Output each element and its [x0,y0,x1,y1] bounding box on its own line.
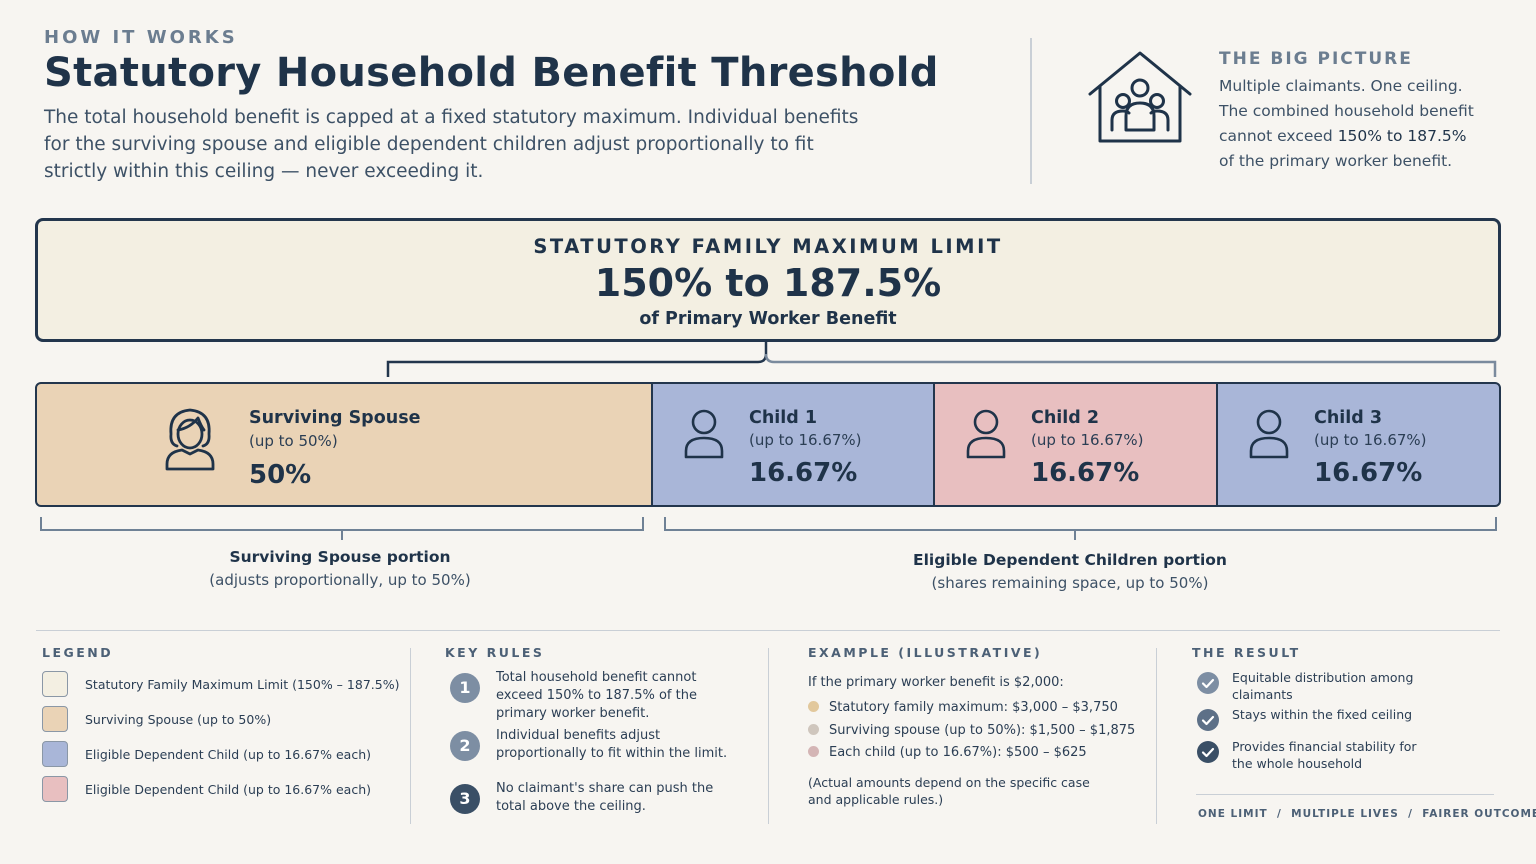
example-line: Each child (up to 16.67%): $500 – $625 [808,745,1087,760]
legend-swatch [42,671,68,697]
children-portion-label: Eligible Dependent Children portion (sha… [870,551,1270,592]
claimant-percent: 16.67% [749,458,858,488]
result-text: Provides financial stability for the who… [1232,739,1417,771]
legend-swatch [42,741,68,767]
example-line: Statutory family maximum: $3,000 – $3,75… [808,700,1118,715]
claimant-percent: 16.67% [1031,458,1140,488]
tagline: ONE LIMIT / MULTIPLE LIVES / FAIRER OUTC… [1198,808,1536,820]
big-picture-text: Multiple claimants. One ceiling. The com… [1219,74,1519,174]
result-text: Equitable distribution among claimants [1232,670,1414,702]
claimant-percent: 50% [249,460,312,490]
rule-text: Total household benefit cannot exceed 15… [496,670,697,721]
legend-swatch [42,776,68,802]
example-note: (Actual amounts depend on the specific c… [808,775,1090,807]
child-1-box: Child 1 (up to 16.67%) 16.67% [651,382,936,507]
claimant-cap: (up to 16.67%) [1031,431,1144,449]
column-divider [1156,648,1157,824]
rule-text: No claimant's share can push the total a… [496,781,714,814]
claimant-name: Child 2 [1031,408,1100,428]
check-icon [1197,741,1219,763]
column-divider [410,648,411,824]
family-maximum-banner: STATUTORY FAMILY MAXIMUM LIMIT 150% to 1… [35,218,1501,342]
column-divider [768,648,769,824]
bullet-dot [808,724,819,735]
spouse-icon [165,408,215,471]
child-3-box: Child 3 (up to 16.67%) 16.67% [1216,382,1501,507]
person-icon [1249,409,1289,459]
claimant-cap: (up to 16.67%) [1314,431,1427,449]
intro-text: The total household benefit is capped at… [44,107,859,182]
spouse-portion-label: Surviving Spouse portion (adjusts propor… [140,548,540,589]
claimant-cap: (up to 50%) [249,432,338,450]
legend-title: LEGEND [42,645,114,660]
result-text: Stays within the fixed ceiling [1232,707,1413,722]
person-icon [966,409,1006,459]
legend-label: Surviving Spouse (up to 50%) [85,712,272,727]
example-title: EXAMPLE (ILLUSTRATIVE) [808,645,1043,660]
limit-connector [386,342,1497,377]
claimant-percent: 16.67% [1314,458,1423,488]
bullet-dot [808,746,819,757]
big-picture-line: cannot exceed 150% to 187.5% [1219,127,1467,145]
result-title: THE RESULT [1192,645,1301,660]
portion-brackets [40,517,1497,540]
limit-label: STATUTORY FAMILY MAXIMUM LIMIT [533,235,1003,258]
bullet-dot [808,701,819,712]
legend-label: Statutory Family Maximum Limit (150% – 1… [85,677,400,692]
key-rules-title: KEY RULES [445,645,545,660]
example-line: Surviving spouse (up to 50%): $1,500 – $… [808,723,1135,738]
big-picture-value: 150% to 187.5% [1337,127,1467,145]
rule-text: Individual benefits adjust proportionall… [496,728,728,761]
rule-number: 3 [450,784,480,814]
limit-subtitle: of Primary Worker Benefit [639,309,897,329]
claimant-name: Child 1 [749,408,818,428]
rule-number: 2 [450,731,480,761]
house-family-icon [1088,51,1192,143]
big-picture-title: THE BIG PICTURE [1219,49,1413,69]
rule-number: 1 [450,673,480,703]
surviving-spouse-box: Surviving Spouse (up to 50%) 50% [35,382,654,507]
header-divider [1030,38,1032,184]
portion-subtitle: (adjusts proportionally, up to 50%) [209,571,471,589]
check-icon [1197,672,1219,694]
page-title: Statutory Household Benefit Threshold [44,50,939,96]
claimant-name: Surviving Spouse [249,408,421,428]
big-picture-line: of the primary worker benefit. [1219,152,1453,170]
portion-title: Surviving Spouse portion [229,548,451,566]
portion-title: Eligible Dependent Children portion [913,551,1227,569]
portion-subtitle: (shares remaining space, up to 50%) [931,574,1209,592]
legend-label: Eligible Dependent Child (up to 16.67% e… [85,782,371,797]
eyebrow-label: HOW IT WORKS [44,27,238,48]
example-intro: If the primary worker benefit is $2,000: [808,675,1064,690]
child-2-box: Child 2 (up to 16.67%) 16.67% [933,382,1219,507]
big-picture-line: Multiple claimants. One ceiling. [1219,77,1463,95]
big-picture-line: The combined household benefit [1219,102,1474,120]
claimant-name: Child 3 [1314,408,1383,428]
tagline-divider [1196,794,1494,795]
claimant-cap: (up to 16.67%) [749,431,862,449]
legend-label: Eligible Dependent Child (up to 16.67% e… [85,747,371,762]
section-divider [36,630,1500,631]
person-icon [684,409,724,459]
check-icon [1197,709,1219,731]
legend-swatch [42,706,68,732]
limit-value: 150% to 187.5% [594,261,942,305]
